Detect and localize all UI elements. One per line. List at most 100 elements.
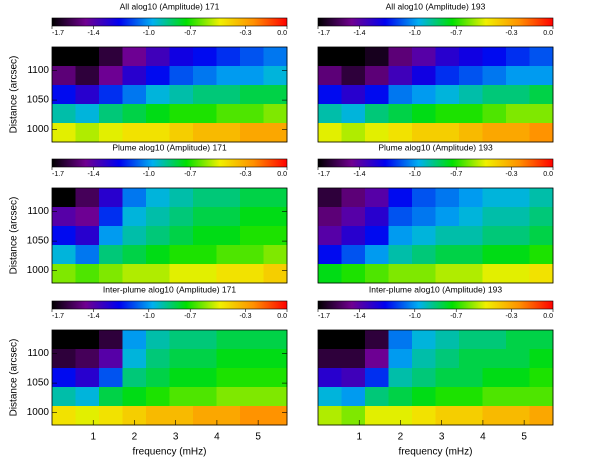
heatmap-cell: [529, 226, 554, 246]
heatmap-cell: [240, 66, 264, 86]
x-tick-label: 3: [439, 432, 445, 443]
heatmap-cell: [122, 66, 147, 86]
heatmap-cell: [216, 85, 241, 105]
heatmap-cell: [412, 66, 436, 86]
heatmap-cell: [482, 188, 507, 208]
heatmap-cell: [388, 47, 413, 67]
colorbar-tick-label: -1.7: [318, 171, 330, 178]
heatmap-cell: [99, 349, 123, 369]
y-tick-label: 1100: [27, 206, 49, 217]
colorbar-tick-label: -0.3: [505, 313, 517, 320]
heatmap-cell: [75, 406, 100, 426]
heatmap-cell: [263, 264, 288, 284]
colorbar-tick-label: -0.7: [184, 313, 196, 320]
heatmap-cell: [263, 406, 288, 426]
heatmap-cell: [240, 85, 264, 105]
heatmap-cell: [435, 104, 460, 124]
heatmap-cell: [318, 245, 342, 265]
heatmap-cell: [388, 264, 413, 284]
heatmap-cell: [435, 47, 460, 67]
heatmap-cell: [459, 104, 483, 124]
heatmap-cell: [412, 47, 436, 67]
heatmap-cell: [146, 406, 170, 426]
colorbar-tick-label: -1.4: [87, 313, 99, 320]
colorbar-tick-label: -0.3: [239, 30, 251, 37]
colorbar-tick-label: -0.3: [239, 313, 251, 320]
heatmap-cell: [216, 264, 241, 284]
heatmap-cell: [263, 47, 288, 67]
heatmap-cell: [75, 85, 100, 105]
heatmap-cell: [365, 104, 389, 124]
heatmap-cell: [240, 188, 264, 208]
heatmap-cell: [146, 207, 170, 227]
heatmap-cell: [146, 349, 170, 369]
heatmap-cell: [52, 47, 76, 67]
heatmap-cell: [263, 387, 288, 407]
colorbar-tick-label: -1.0: [143, 313, 155, 320]
colorbar: [317, 158, 554, 168]
heatmap-cell: [52, 387, 76, 407]
heatmap-cell: [169, 85, 194, 105]
panel-title: All alog10 (Amplitude) 193: [386, 1, 486, 11]
heatmap-cell: [435, 330, 460, 350]
x-tick-label: 1: [356, 432, 362, 443]
heatmap-cell: [52, 188, 76, 208]
heatmap-cell: [506, 85, 530, 105]
heatmap-cell: [435, 85, 460, 105]
heatmap-cell: [122, 406, 147, 426]
heatmap-cell: [193, 349, 217, 369]
heatmap-cell: [169, 349, 194, 369]
heatmap-cell: [122, 245, 147, 265]
heatmap-cell: [506, 123, 530, 143]
heatmap-cell: [99, 226, 123, 246]
heatmap-cell: [459, 406, 483, 426]
heatmap-cell: [388, 104, 413, 124]
heatmap-cell: [341, 264, 366, 284]
heatmap-cell: [412, 406, 436, 426]
heatmap-cell: [52, 66, 76, 86]
heatmap-cell: [341, 123, 366, 143]
heatmap-cell: [193, 66, 217, 86]
heatmap-cell: [52, 330, 76, 350]
heatmap-cell: [52, 207, 76, 227]
heatmap-cell: [318, 264, 342, 284]
y-tick-label: 1050: [27, 236, 50, 247]
colorbar-tick-label: -1.4: [87, 30, 99, 37]
heatmap-cell: [99, 66, 123, 86]
heatmap-cell: [52, 406, 76, 426]
heatmap-cell: [529, 330, 554, 350]
heatmap-cell: [435, 406, 460, 426]
heatmap-cell: [341, 66, 366, 86]
heatmap-cell: [169, 330, 194, 350]
heatmap-cell: [388, 226, 413, 246]
heatmap-cell: [482, 406, 507, 426]
panel-title: Inter-plume alog10 (Amplitude) 193: [369, 284, 503, 294]
heatmap-cell: [146, 66, 170, 86]
heatmap-cell: [482, 330, 507, 350]
heatmap-cell: [263, 104, 288, 124]
heatmap-cell: [99, 330, 123, 350]
heatmap-cell: [146, 226, 170, 246]
heatmap-cell: [435, 188, 460, 208]
heatmap-cell: [506, 47, 530, 67]
heatmap-cell: [482, 85, 507, 105]
heatmap-cell: [435, 368, 460, 388]
heatmap-cell: [365, 245, 389, 265]
colorbar-tick-label: -1.4: [353, 30, 365, 37]
heatmap-cell: [99, 104, 123, 124]
heatmap-cell: [75, 245, 100, 265]
heatmap-cell: [169, 66, 194, 86]
heatmap-cell: [122, 207, 147, 227]
heatmap-cell: [169, 264, 194, 284]
heatmap-cell: [459, 387, 483, 407]
heatmap-cell: [240, 349, 264, 369]
heatmap-cell: [193, 264, 217, 284]
heatmap-cell: [435, 387, 460, 407]
heatmap-cell: [99, 123, 123, 143]
colorbar-tick-label: 0.0: [277, 313, 287, 320]
heatmap-cell: [506, 66, 530, 86]
heatmap-cell: [122, 226, 147, 246]
heatmap-cell: [75, 330, 100, 350]
heatmap-cell: [122, 123, 147, 143]
x-axis-label: frequency (mHz): [133, 447, 207, 458]
